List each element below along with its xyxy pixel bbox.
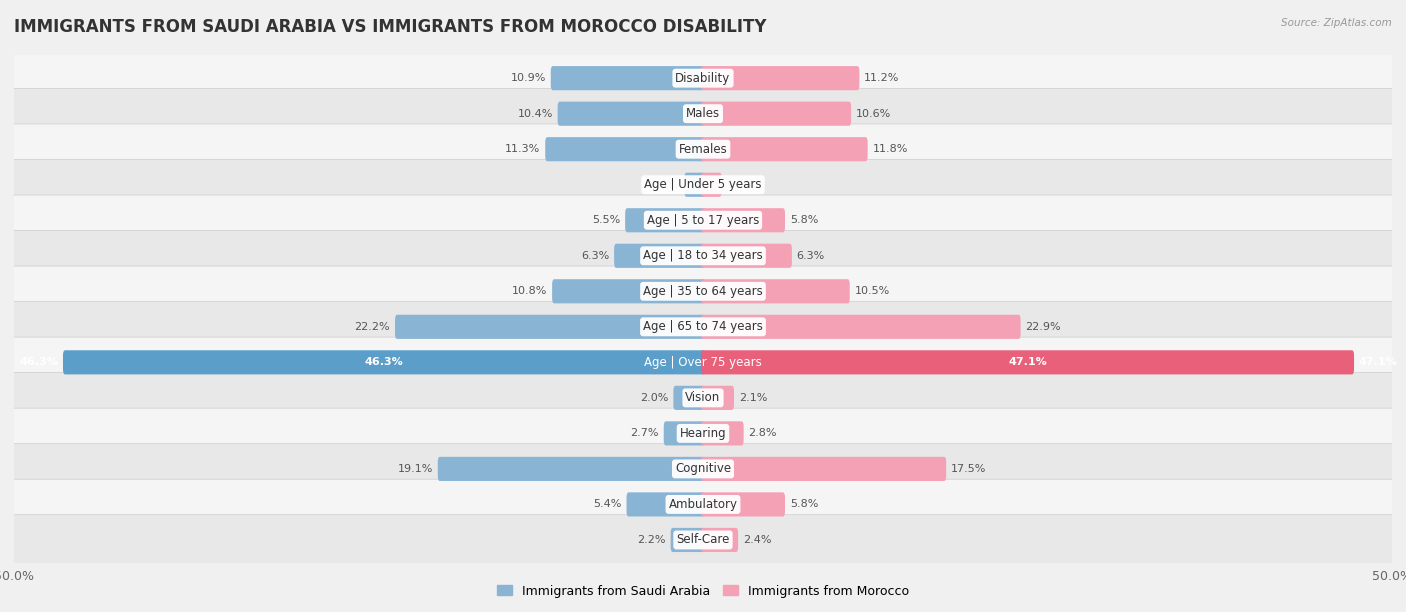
Text: 10.6%: 10.6% [856,109,891,119]
FancyBboxPatch shape [664,421,704,446]
Text: Ambulatory: Ambulatory [668,498,738,511]
FancyBboxPatch shape [702,315,1021,339]
FancyBboxPatch shape [10,124,1396,174]
FancyBboxPatch shape [702,66,859,90]
FancyBboxPatch shape [10,195,1396,245]
FancyBboxPatch shape [702,208,785,233]
Text: Vision: Vision [685,391,721,405]
Text: 5.4%: 5.4% [593,499,621,509]
Legend: Immigrants from Saudi Arabia, Immigrants from Morocco: Immigrants from Saudi Arabia, Immigrants… [492,580,914,602]
Text: 46.3%: 46.3% [20,357,58,367]
FancyBboxPatch shape [10,373,1396,423]
Text: Age | 5 to 17 years: Age | 5 to 17 years [647,214,759,227]
FancyBboxPatch shape [10,302,1396,352]
FancyBboxPatch shape [10,444,1396,494]
Text: 2.7%: 2.7% [630,428,659,438]
FancyBboxPatch shape [702,137,868,162]
Text: 6.3%: 6.3% [797,251,825,261]
Text: Hearing: Hearing [679,427,727,440]
Text: 10.9%: 10.9% [510,73,546,83]
Text: 2.8%: 2.8% [748,428,778,438]
FancyBboxPatch shape [10,89,1396,139]
FancyBboxPatch shape [702,421,744,446]
FancyBboxPatch shape [702,457,946,481]
Text: Age | 35 to 64 years: Age | 35 to 64 years [643,285,763,298]
FancyBboxPatch shape [10,408,1396,458]
FancyBboxPatch shape [702,173,721,197]
FancyBboxPatch shape [546,137,704,162]
Text: 2.1%: 2.1% [738,393,768,403]
FancyBboxPatch shape [558,102,704,126]
Text: 11.2%: 11.2% [865,73,900,83]
Text: 47.1%: 47.1% [1358,357,1398,367]
Text: 11.8%: 11.8% [873,144,908,154]
FancyBboxPatch shape [10,479,1396,529]
Text: 1.2%: 1.2% [651,180,679,190]
Text: 2.0%: 2.0% [640,393,669,403]
Text: 2.4%: 2.4% [742,535,772,545]
FancyBboxPatch shape [10,266,1396,316]
Text: 10.4%: 10.4% [517,109,553,119]
Text: Self-Care: Self-Care [676,534,730,547]
Text: Age | Over 75 years: Age | Over 75 years [644,356,762,369]
Text: 46.3%: 46.3% [364,357,404,367]
Text: 1.2%: 1.2% [727,180,755,190]
FancyBboxPatch shape [395,315,704,339]
Text: Age | 18 to 34 years: Age | 18 to 34 years [643,249,763,263]
FancyBboxPatch shape [10,53,1396,103]
FancyBboxPatch shape [614,244,704,268]
Text: 19.1%: 19.1% [398,464,433,474]
FancyBboxPatch shape [10,515,1396,565]
Text: Source: ZipAtlas.com: Source: ZipAtlas.com [1281,18,1392,28]
FancyBboxPatch shape [685,173,704,197]
Text: 10.8%: 10.8% [512,286,547,296]
Text: 6.3%: 6.3% [581,251,609,261]
FancyBboxPatch shape [553,279,704,304]
Text: 11.3%: 11.3% [505,144,540,154]
FancyBboxPatch shape [10,337,1396,387]
Text: IMMIGRANTS FROM SAUDI ARABIA VS IMMIGRANTS FROM MOROCCO DISABILITY: IMMIGRANTS FROM SAUDI ARABIA VS IMMIGRAN… [14,18,766,36]
FancyBboxPatch shape [702,492,785,517]
FancyBboxPatch shape [10,231,1396,281]
FancyBboxPatch shape [702,528,738,552]
FancyBboxPatch shape [63,350,704,375]
Text: Disability: Disability [675,72,731,84]
FancyBboxPatch shape [702,102,851,126]
FancyBboxPatch shape [551,66,704,90]
Text: 22.2%: 22.2% [354,322,391,332]
Text: Cognitive: Cognitive [675,463,731,476]
FancyBboxPatch shape [702,386,734,410]
Text: Males: Males [686,107,720,120]
Text: 5.8%: 5.8% [790,215,818,225]
Text: 10.5%: 10.5% [855,286,890,296]
Text: Females: Females [679,143,727,155]
FancyBboxPatch shape [673,386,704,410]
FancyBboxPatch shape [702,279,849,304]
FancyBboxPatch shape [627,492,704,517]
Text: 5.5%: 5.5% [592,215,620,225]
FancyBboxPatch shape [702,350,1354,375]
FancyBboxPatch shape [626,208,704,233]
Text: 5.8%: 5.8% [790,499,818,509]
Text: 17.5%: 17.5% [950,464,987,474]
FancyBboxPatch shape [437,457,704,481]
Text: 47.1%: 47.1% [1008,357,1047,367]
FancyBboxPatch shape [671,528,704,552]
Text: Age | Under 5 years: Age | Under 5 years [644,178,762,191]
Text: 22.9%: 22.9% [1025,322,1062,332]
FancyBboxPatch shape [10,160,1396,210]
Text: 2.2%: 2.2% [637,535,666,545]
Text: Age | 65 to 74 years: Age | 65 to 74 years [643,320,763,334]
FancyBboxPatch shape [702,244,792,268]
